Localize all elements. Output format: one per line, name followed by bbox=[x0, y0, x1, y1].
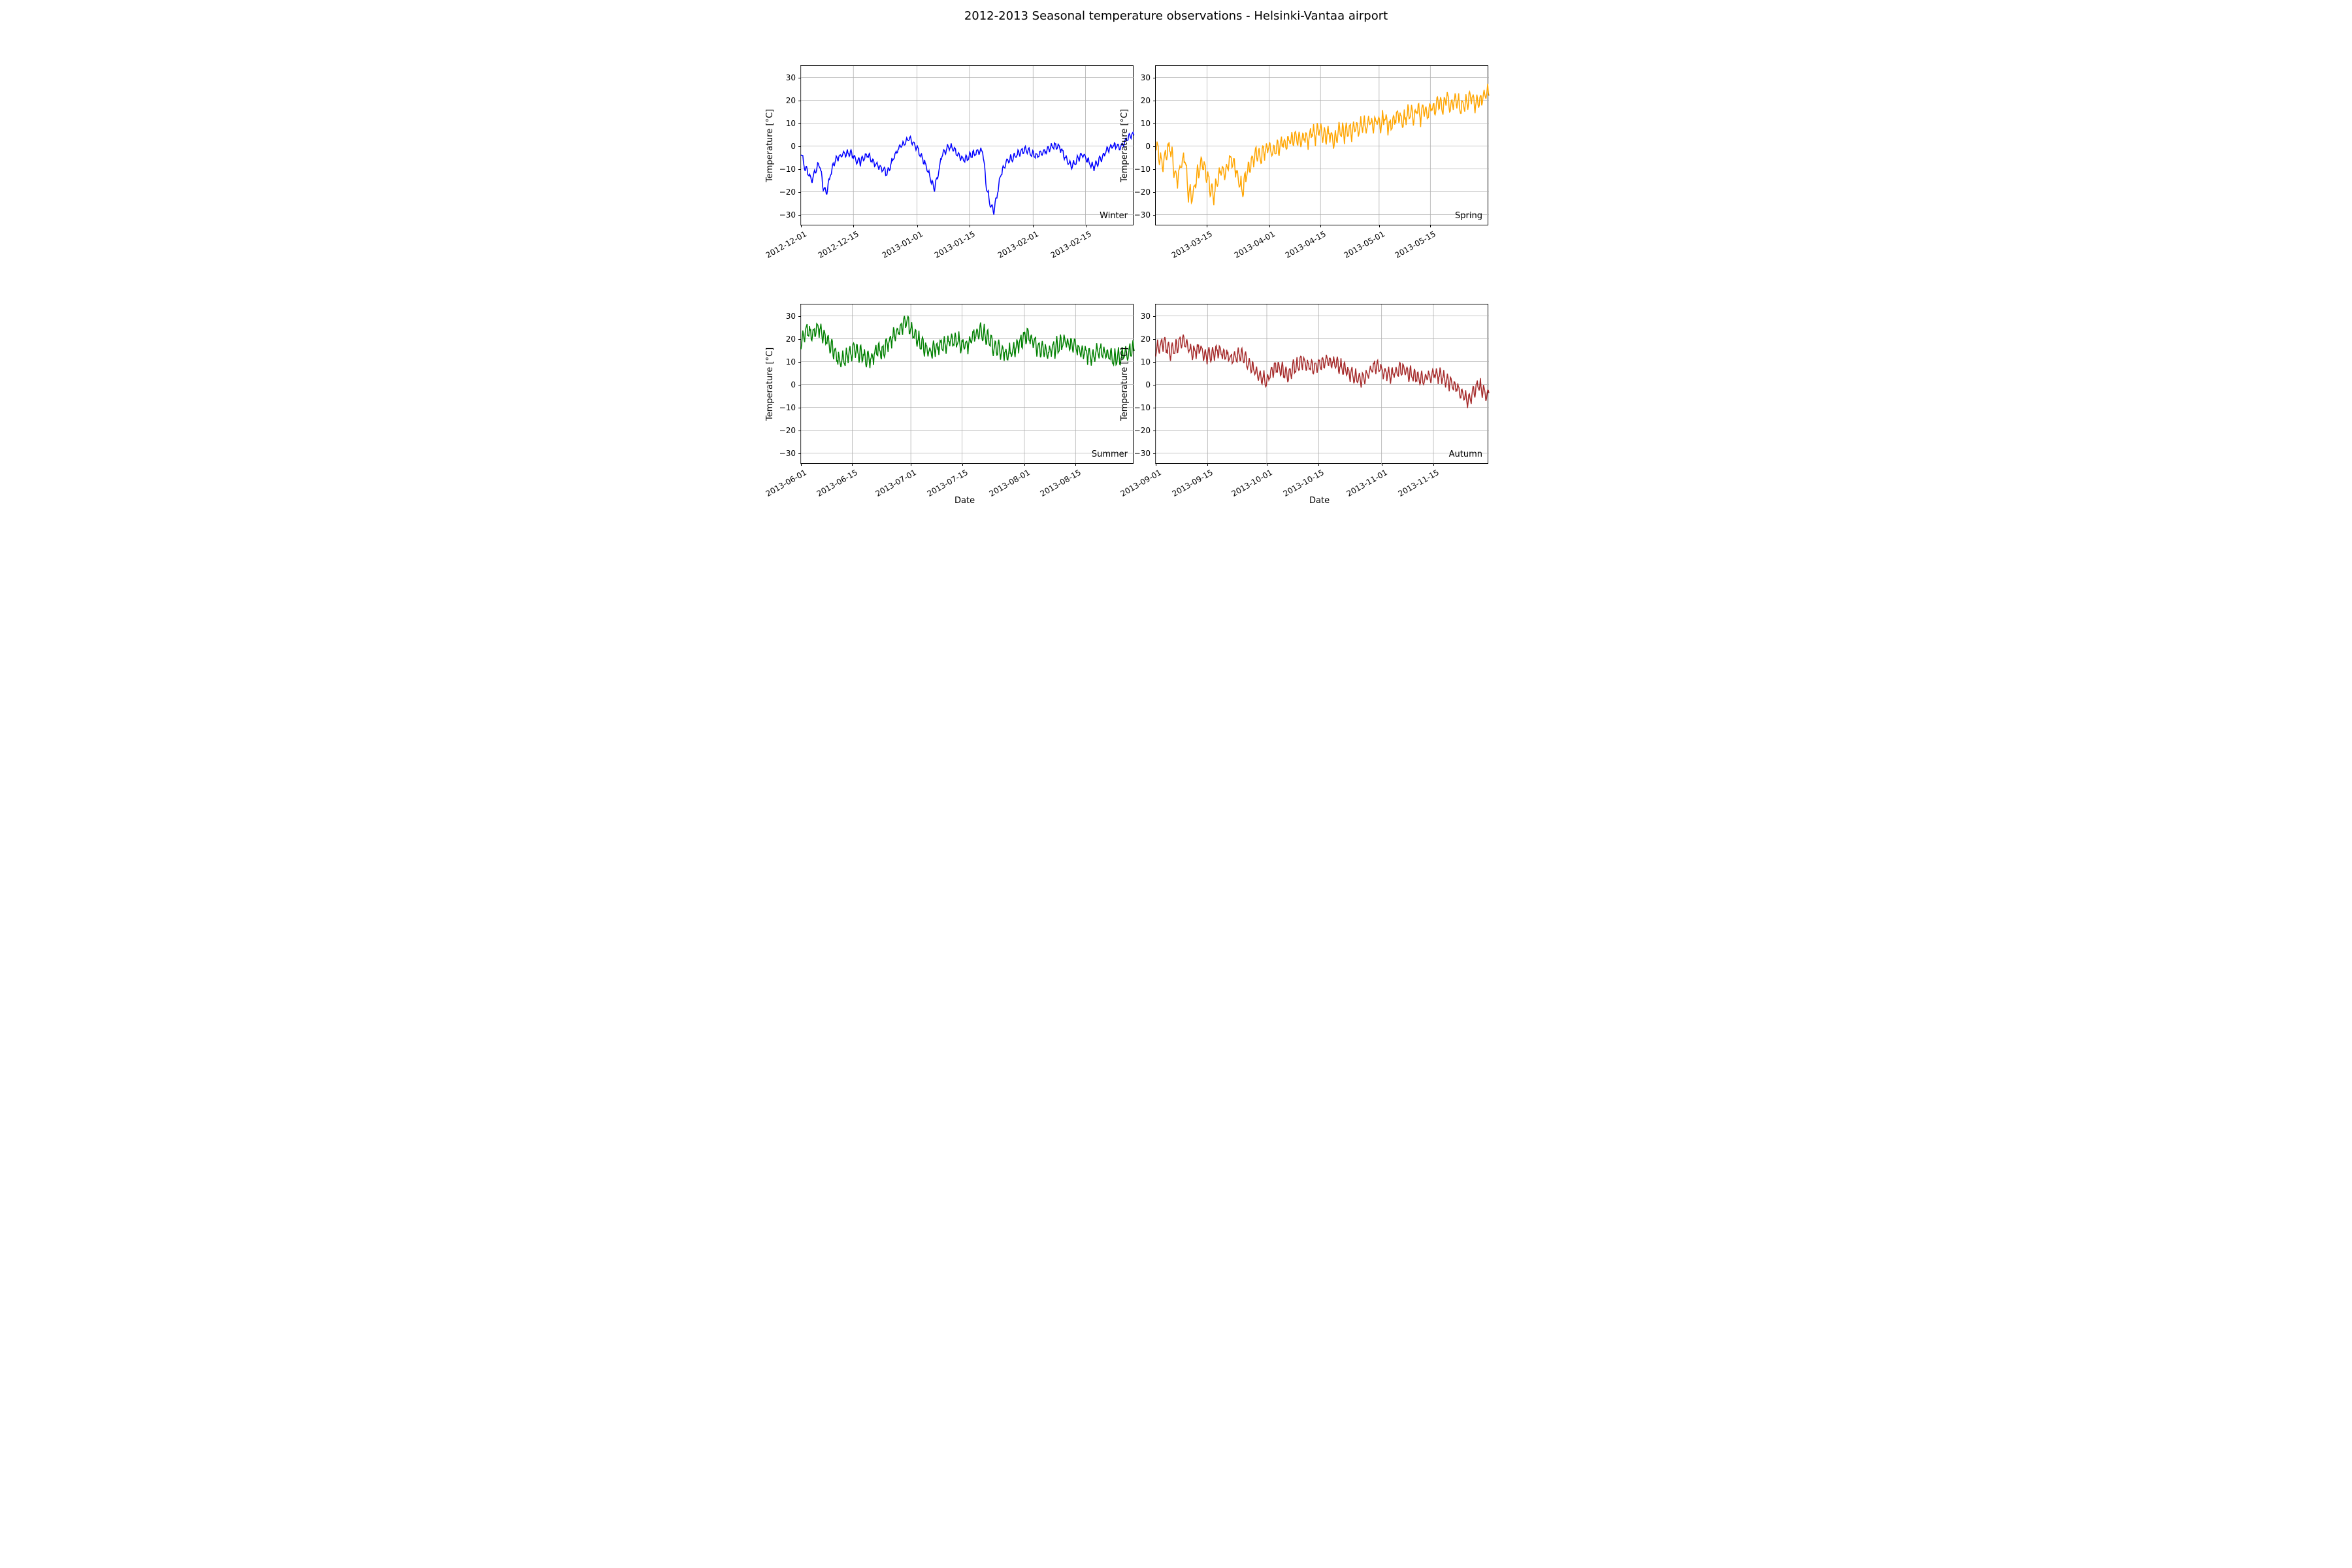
x-tick-label: 2012-12-15 bbox=[814, 225, 860, 260]
y-tick-label: −20 bbox=[1134, 188, 1156, 197]
x-tick-label: 2013-02-01 bbox=[994, 225, 1040, 260]
x-tick-label: 2013-07-01 bbox=[872, 463, 918, 498]
x-tick-label: 2013-11-15 bbox=[1394, 463, 1441, 498]
x-tick-label: 2013-01-15 bbox=[930, 225, 976, 260]
y-tick-label: −20 bbox=[779, 188, 801, 197]
x-tick-label: 2013-05-01 bbox=[1339, 225, 1386, 260]
chart-panel-spring: −30−20−100102030Temperature [°C]2013-03-… bbox=[1155, 65, 1488, 225]
season-label-summer: Summer bbox=[1092, 449, 1128, 459]
y-tick-label: −20 bbox=[1134, 426, 1156, 435]
x-axis-label: Date bbox=[955, 496, 975, 506]
series-line-spring bbox=[1156, 84, 1489, 205]
x-tick-label: 2013-08-15 bbox=[1036, 463, 1083, 498]
y-tick-label: −20 bbox=[779, 426, 801, 435]
y-tick-label: −30 bbox=[779, 449, 801, 458]
x-axis-label: Date bbox=[1309, 496, 1330, 506]
chart-svg bbox=[1156, 304, 1489, 465]
y-axis-label: Temperature [°C] bbox=[1120, 108, 1130, 182]
series-line-winter bbox=[801, 132, 1134, 214]
chart-panel-winter: −30−20−100102030Temperature [°C]2012-12-… bbox=[800, 65, 1134, 225]
x-tick-label: 2013-07-15 bbox=[923, 463, 969, 498]
x-tick-label: 2012-12-01 bbox=[762, 225, 808, 260]
chart-panel-summer: −30−20−100102030Temperature [°C]2013-06-… bbox=[800, 304, 1134, 464]
season-label-autumn: Autumn bbox=[1449, 449, 1482, 459]
y-axis-label: Temperature [°C] bbox=[765, 108, 775, 182]
y-tick-label: −30 bbox=[1134, 449, 1156, 458]
x-tick-label: 2013-11-01 bbox=[1342, 463, 1388, 498]
x-tick-label: 2013-10-01 bbox=[1228, 463, 1274, 498]
y-tick-label: −30 bbox=[1134, 210, 1156, 220]
y-tick-label: −30 bbox=[779, 210, 801, 220]
series-line-summer bbox=[801, 316, 1134, 368]
x-tick-label: 2013-02-15 bbox=[1046, 225, 1092, 260]
chart-svg bbox=[801, 304, 1134, 465]
y-tick-label: −10 bbox=[779, 165, 801, 174]
y-tick-label: −10 bbox=[1134, 403, 1156, 412]
x-tick-label: 2013-09-15 bbox=[1168, 463, 1215, 498]
figure-title: 2012-2013 Seasonal temperature observati… bbox=[706, 9, 1646, 23]
figure: 2012-2013 Seasonal temperature observati… bbox=[706, 0, 1646, 627]
y-tick-label: −10 bbox=[1134, 165, 1156, 174]
x-tick-label: 2013-04-15 bbox=[1281, 225, 1328, 260]
x-tick-label: 2013-10-15 bbox=[1279, 463, 1326, 498]
x-tick-label: 2013-06-01 bbox=[762, 463, 808, 498]
x-tick-label: 2013-01-01 bbox=[877, 225, 924, 260]
chart-svg bbox=[801, 66, 1134, 226]
x-tick-label: 2013-04-01 bbox=[1230, 225, 1276, 260]
series-line-autumn bbox=[1156, 335, 1489, 408]
x-tick-label: 2013-09-01 bbox=[1117, 463, 1163, 498]
chart-panel-autumn: −30−20−100102030Temperature [°C]2013-09-… bbox=[1155, 304, 1488, 464]
y-tick-label: −10 bbox=[779, 403, 801, 412]
y-axis-label: Temperature [°C] bbox=[765, 347, 775, 420]
season-label-winter: Winter bbox=[1100, 211, 1128, 221]
x-tick-label: 2013-03-15 bbox=[1168, 225, 1214, 260]
season-label-spring: Spring bbox=[1455, 211, 1482, 221]
x-tick-label: 2013-06-15 bbox=[813, 463, 859, 498]
x-tick-label: 2013-05-15 bbox=[1391, 225, 1437, 260]
chart-svg bbox=[1156, 66, 1489, 226]
x-tick-label: 2013-08-01 bbox=[985, 463, 1031, 498]
y-axis-label: Temperature [°C] bbox=[1120, 347, 1130, 420]
